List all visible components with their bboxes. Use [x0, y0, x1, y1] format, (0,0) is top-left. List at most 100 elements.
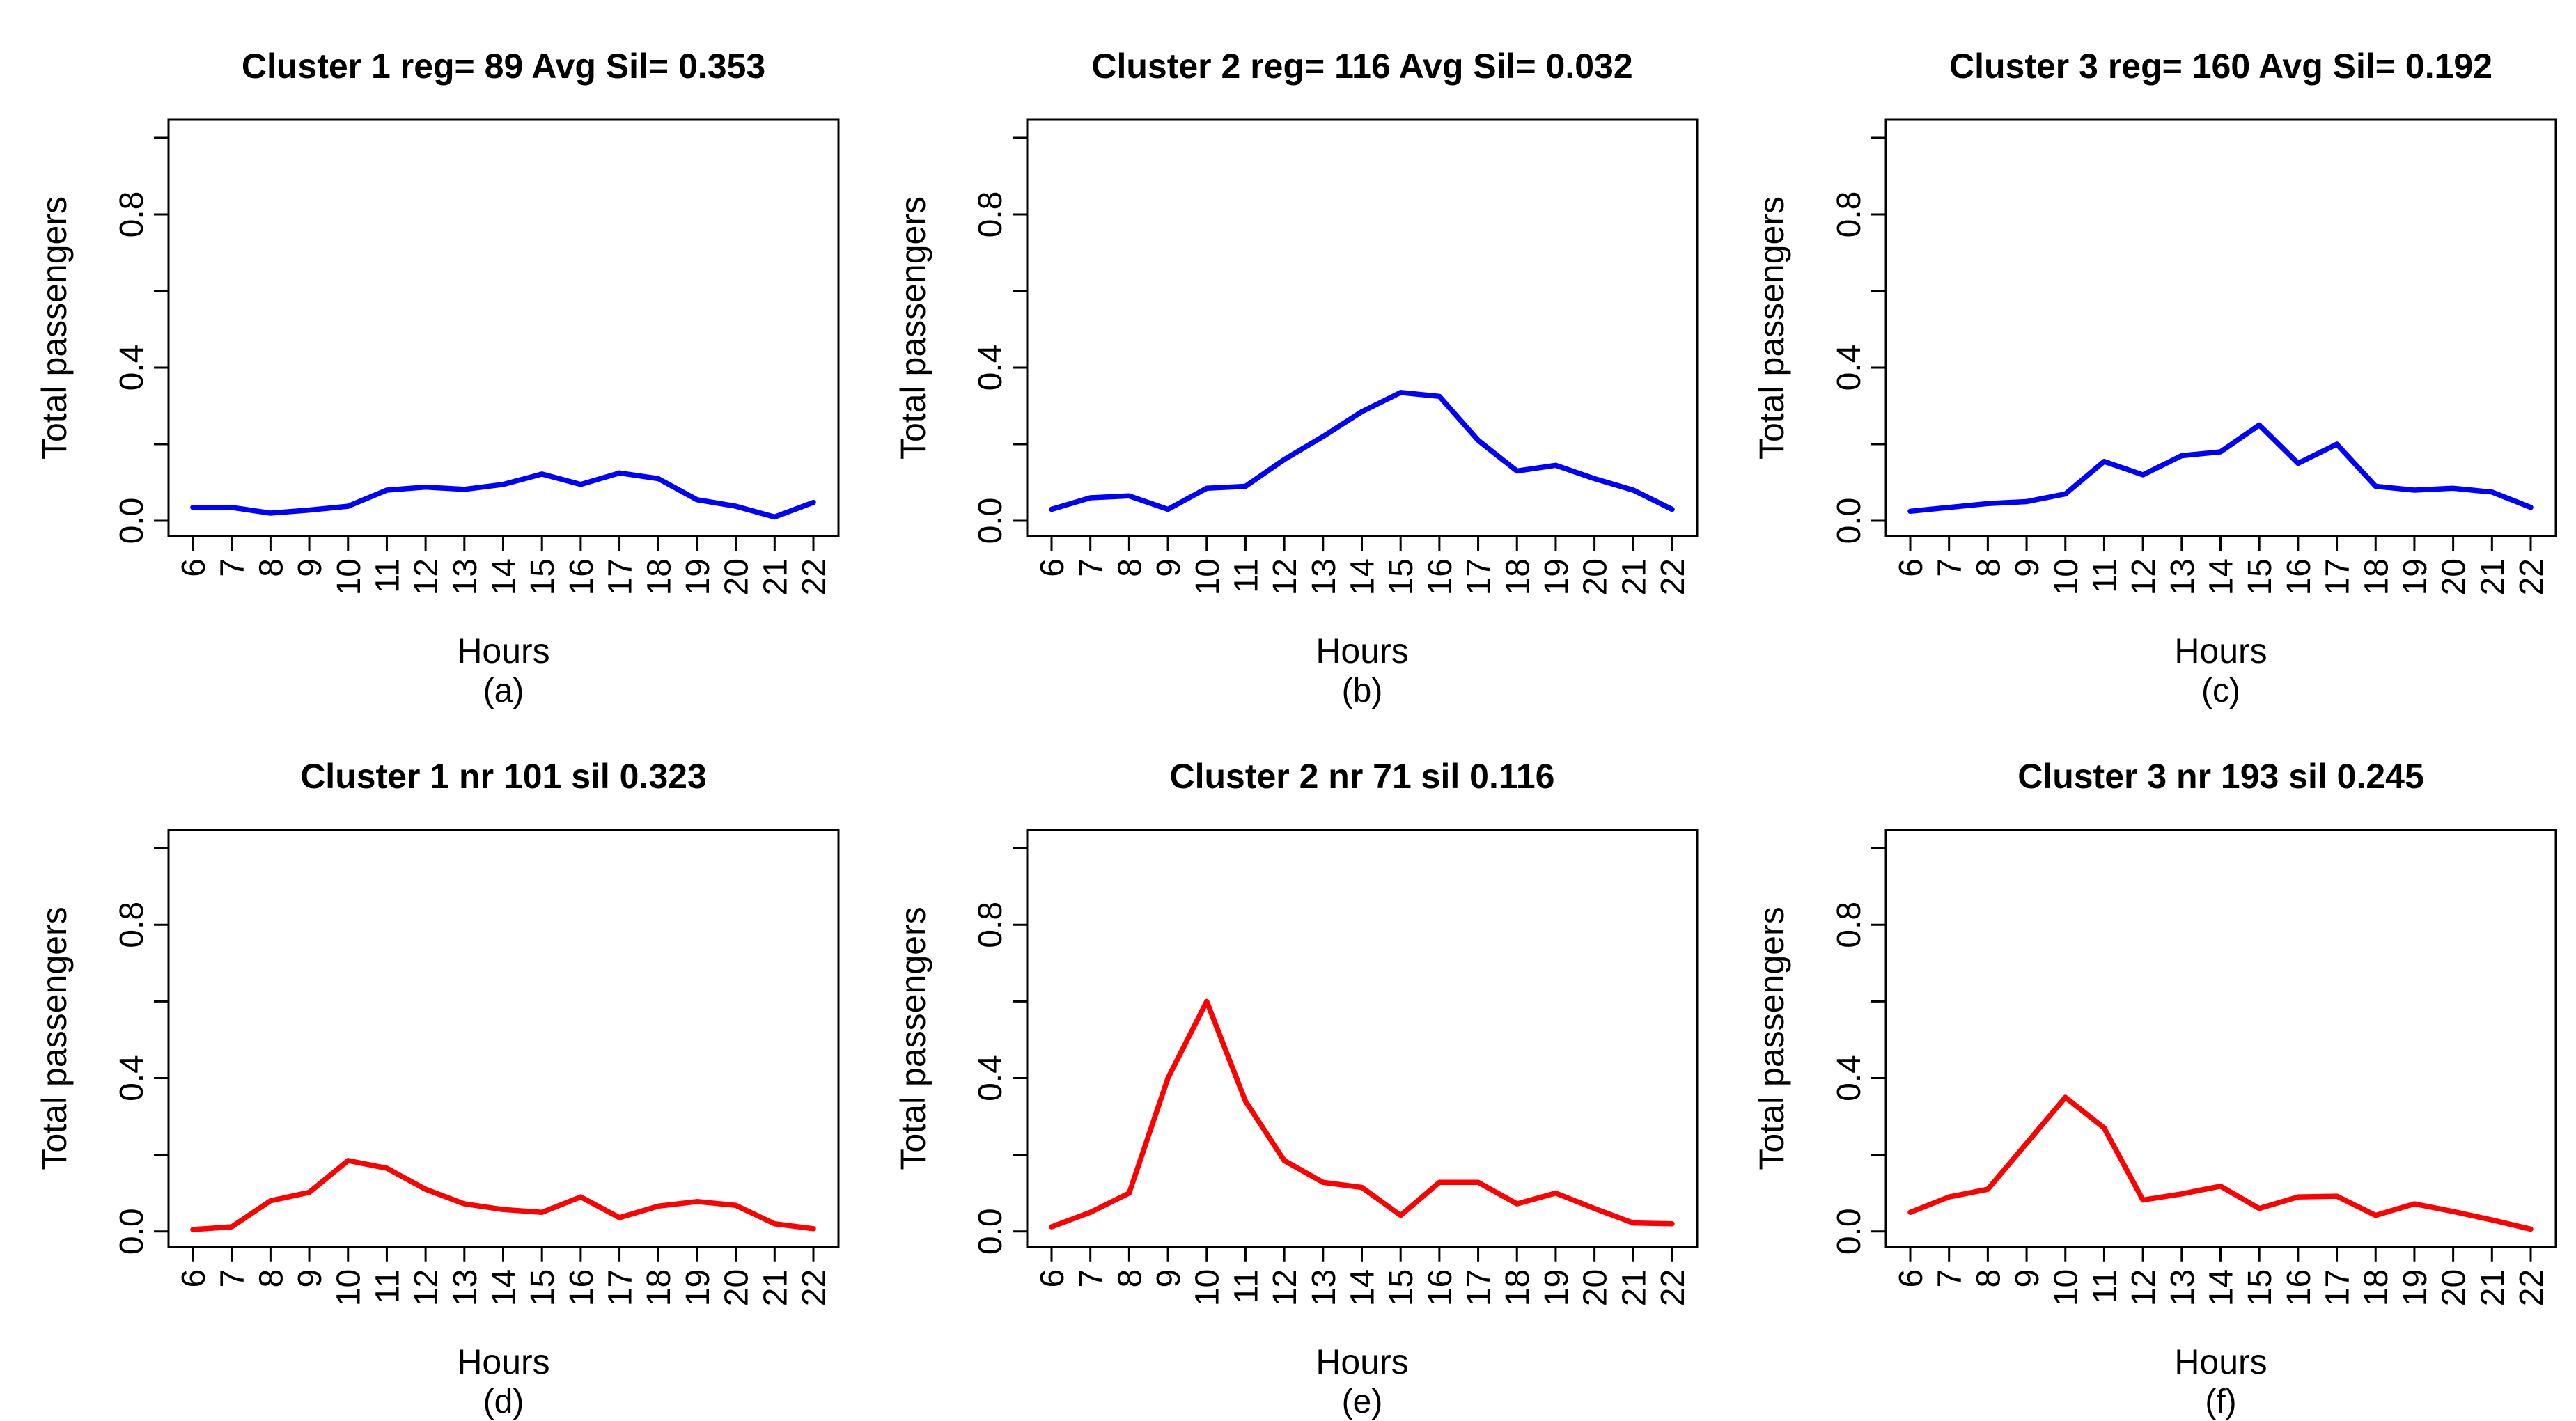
- x-tick-label: 15: [1383, 558, 1420, 595]
- x-tick-label: 16: [1422, 1269, 1459, 1306]
- x-tick-label: 18: [1499, 558, 1536, 595]
- x-tick-label: 10: [1189, 1269, 1226, 1306]
- x-tick-label: 9: [2009, 1269, 2046, 1288]
- chart-panel-f: Cluster 3 nr 193 sil 0.245 0.0 0.4 0.8 6 7 8 9 1…: [1717, 710, 2576, 1421]
- chart-title: Cluster 1 reg= 89 Avg Sil= 0.353: [242, 47, 765, 86]
- y-tick-label: 0.0: [114, 498, 150, 544]
- x-tick-label: 8: [253, 558, 290, 577]
- x-tick-label: 13: [2164, 1269, 2201, 1306]
- plot-box: [1884, 118, 2557, 537]
- x-tick-label: 6: [175, 1269, 212, 1288]
- x-axis-label: Hours: [2174, 631, 2267, 670]
- x-tick-label: 17: [602, 558, 639, 595]
- x-tick-label: 12: [1267, 1269, 1304, 1306]
- x-tick-label: 21: [2474, 558, 2511, 595]
- chart-title: Cluster 3 nr 193 sil 0.245: [2017, 757, 2424, 796]
- x-tick-label: 16: [1422, 558, 1459, 595]
- x-tick-label: 17: [1461, 558, 1498, 595]
- x-tick-label: 19: [1538, 558, 1575, 595]
- x-tick-label: 17: [1461, 1269, 1498, 1306]
- x-tick-label: 18: [2358, 558, 2395, 595]
- x-tick-label: 6: [1893, 558, 1930, 577]
- x-axis-label: Hours: [457, 631, 549, 670]
- y-tick-label: 0.8: [1831, 902, 1868, 948]
- x-tick-label: 8: [1970, 558, 2007, 577]
- x-tick-label: 15: [2242, 1269, 2279, 1306]
- x-tick-label: 15: [524, 558, 561, 595]
- x-tick-label: 7: [1932, 1269, 1969, 1288]
- chart-svg-e: Cluster 2 nr 71 sil 0.116 0.0 0.4 0.8 6 7 8 9 10…: [893, 757, 1699, 1420]
- y-axis-label: Total passengers: [35, 906, 74, 1170]
- x-tick-label: 19: [2397, 558, 2434, 595]
- x-tick-label: 18: [641, 558, 678, 595]
- y-tick-label: 0.0: [1831, 1208, 1868, 1255]
- x-tick-label: 12: [408, 1269, 445, 1306]
- x-tick-label: 11: [1228, 1269, 1265, 1304]
- x-tick-label: 19: [1538, 1269, 1575, 1306]
- y-tick-label: 0.8: [114, 902, 150, 948]
- x-tick-label: 10: [331, 1269, 368, 1306]
- chart-title: Cluster 3 reg= 160 Avg Sil= 0.192: [1949, 47, 2492, 86]
- x-tick-label: 19: [680, 558, 717, 595]
- x-tick-label: 7: [1073, 558, 1110, 577]
- x-tick-label: 12: [408, 558, 445, 595]
- x-tick-label: 20: [1577, 1269, 1614, 1306]
- x-tick-label: 7: [1073, 1269, 1110, 1288]
- chart-panel-a: Cluster 1 reg= 89 Avg Sil= 0.353 0.0 0.4 0.…: [0, 0, 859, 710]
- panel-label: (c): [2201, 673, 2240, 709]
- x-tick-label: 16: [563, 558, 600, 595]
- chart-svg-a: Cluster 1 reg= 89 Avg Sil= 0.353 0.0 0.4 0.…: [35, 47, 840, 709]
- x-tick-label: 10: [1189, 558, 1226, 595]
- y-tick-label: 0.4: [972, 1055, 1009, 1101]
- series-line: [1907, 422, 2534, 515]
- x-tick-label: 9: [292, 1269, 329, 1288]
- chart-svg-c: Cluster 3 reg= 160 Avg Sil= 0.192 0.0 0.4 0…: [1752, 47, 2557, 709]
- x-tick-label: 21: [1616, 1269, 1653, 1306]
- x-tick-label: 12: [2125, 1269, 2162, 1306]
- y-tick-label: 0.8: [972, 902, 1009, 948]
- chart-panel-d: Cluster 1 nr 101 sil 0.323 0.0 0.4 0.8 6 7 8 9 1…: [0, 710, 859, 1421]
- x-tick-label: 7: [1932, 558, 1969, 577]
- panel-label: (d): [483, 1383, 524, 1420]
- chart-panel-b: Cluster 2 reg= 116 Avg Sil= 0.032 0.0 0.4 0…: [859, 0, 1717, 710]
- y-tick-label: 0.4: [972, 345, 1009, 391]
- y-tick-label: 0.0: [114, 1208, 150, 1255]
- y-tick-label: 0.0: [1831, 498, 1868, 544]
- plot-box: [167, 829, 840, 1248]
- x-tick-label: 16: [2281, 558, 2318, 595]
- plot-box: [1026, 118, 1699, 537]
- x-tick-label: 18: [1499, 1269, 1536, 1306]
- chart-panel-c: Cluster 3 reg= 160 Avg Sil= 0.192 0.0 0.4 0…: [1717, 0, 2576, 710]
- x-tick-label: 22: [1655, 1269, 1692, 1306]
- x-tick-label: 17: [2320, 558, 2357, 595]
- x-tick-label: 14: [1345, 558, 1382, 595]
- x-tick-label: 9: [1150, 558, 1187, 577]
- x-tick-label: 19: [680, 1269, 717, 1306]
- x-tick-label: 13: [1306, 558, 1343, 595]
- y-tick-label: 0.4: [114, 345, 150, 391]
- x-tick-label: 9: [292, 558, 329, 577]
- y-tick-label: 0.0: [972, 498, 1009, 544]
- x-tick-label: 14: [2203, 1269, 2240, 1306]
- x-tick-label: 18: [2358, 1269, 2395, 1306]
- plot-box: [167, 118, 840, 537]
- series-line: [1049, 998, 1675, 1230]
- y-tick-label: 0.4: [1831, 1055, 1868, 1101]
- y-tick-label: 0.8: [114, 191, 150, 238]
- x-tick-label: 14: [2203, 558, 2240, 595]
- x-axis-label: Hours: [2174, 1342, 2267, 1381]
- panel-label: (f): [2205, 1383, 2236, 1420]
- x-tick-label: 6: [1034, 1269, 1071, 1288]
- x-tick-label: 16: [563, 1269, 600, 1306]
- x-axis-label: Hours: [1316, 1342, 1408, 1381]
- y-tick-label: 0.4: [114, 1055, 150, 1101]
- x-tick-label: 14: [1345, 1269, 1382, 1306]
- x-tick-label: 6: [175, 558, 212, 577]
- chart-panel-e: Cluster 2 nr 71 sil 0.116 0.0 0.4 0.8 6 7 8 9 10…: [859, 710, 1717, 1421]
- y-tick-label: 0.4: [1831, 345, 1868, 391]
- x-axis-label: Hours: [1316, 631, 1408, 670]
- x-tick-label: 15: [2242, 558, 2279, 595]
- x-tick-label: 13: [2164, 558, 2201, 595]
